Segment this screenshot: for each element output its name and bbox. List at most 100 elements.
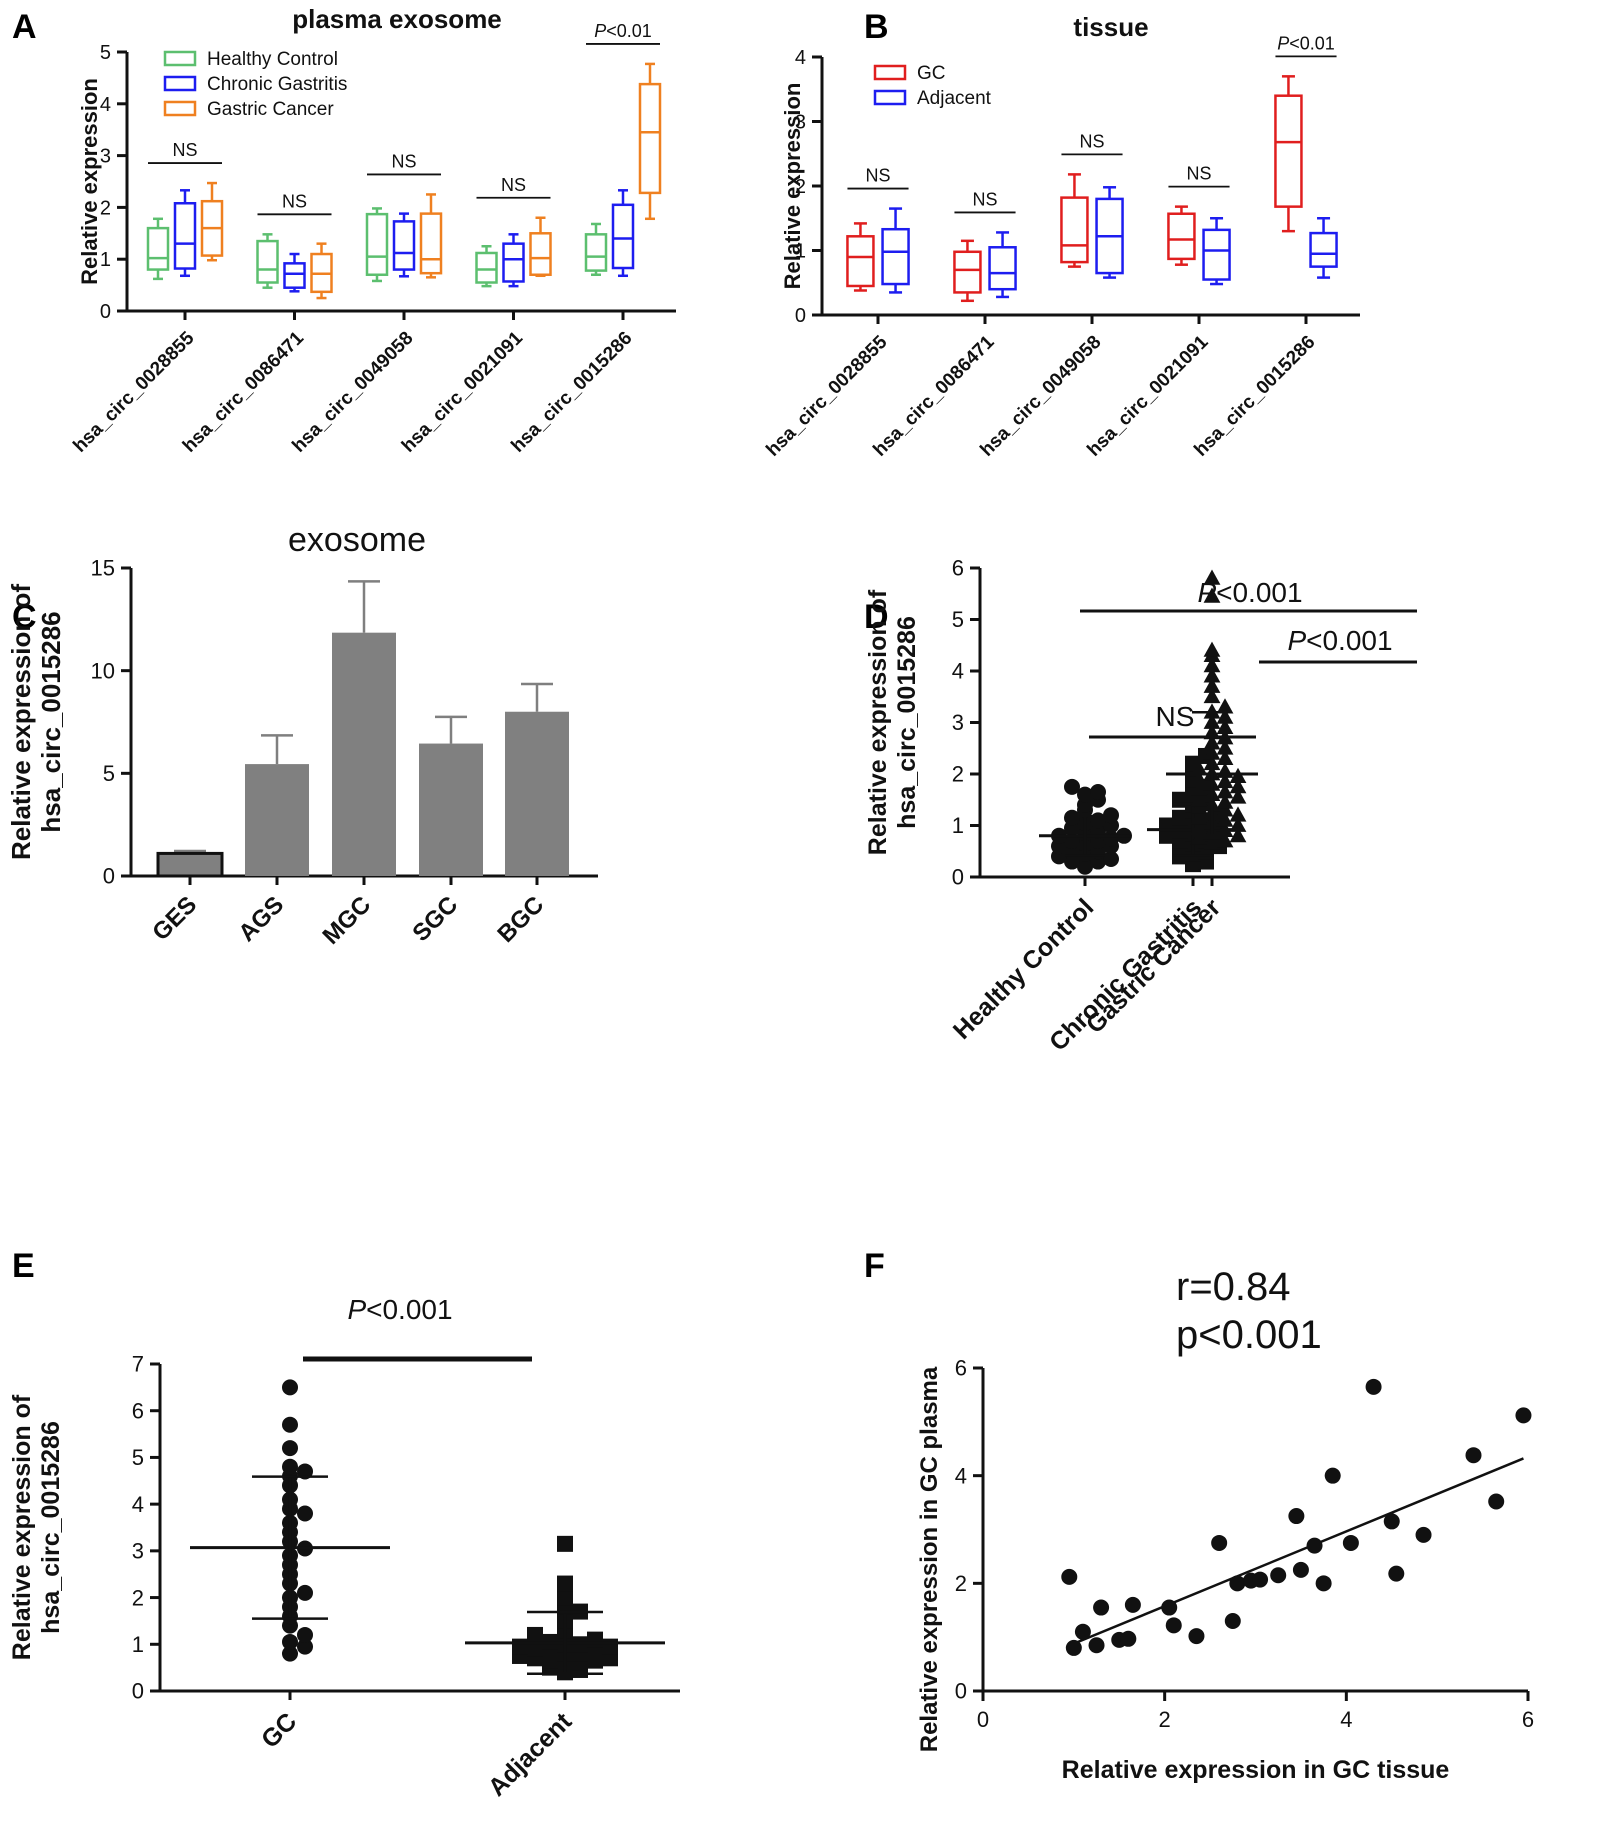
- panel-f-data-point: [1229, 1575, 1246, 1592]
- panel-f-data-point: [1088, 1637, 1105, 1654]
- panel-a-significance-label: NS: [501, 175, 526, 195]
- panel-d-data-point: [1203, 641, 1221, 657]
- panel-b-significance-label: NS: [1186, 164, 1211, 184]
- panel-a-y-tick-label: 2: [100, 197, 111, 219]
- panel-e-y-tick-label: 1: [132, 1632, 144, 1657]
- panel-e-data-point: [557, 1575, 573, 1592]
- panel-b-box: [846, 235, 875, 288]
- panel-f-data-point: [1288, 1508, 1305, 1525]
- panel-b-box: [988, 246, 1017, 291]
- panel-d-data-point: [1203, 587, 1221, 603]
- panel-d-data-point: [1229, 778, 1247, 794]
- panel-d-data-point: [1190, 798, 1208, 814]
- panel-a-box: [173, 202, 197, 270]
- panel-a-box: [256, 239, 279, 284]
- panel-a-significance-label: NS: [391, 151, 416, 171]
- panel-f-data-point: [1315, 1575, 1332, 1592]
- panel-f-data-point: [1188, 1628, 1205, 1645]
- panel-a-box: [365, 212, 389, 276]
- panel-f-x-tick-label: 4: [1340, 1707, 1352, 1732]
- panel-e-data-point: [282, 1440, 298, 1457]
- panel-a-y-tick-label: 4: [100, 94, 111, 116]
- panel-a-box: [638, 82, 662, 195]
- panel-d-data-point: [1203, 834, 1221, 850]
- panel-d-data-point: [1203, 687, 1221, 704]
- panel-f-data-point: [1252, 1571, 1269, 1588]
- panel-f-data-point: [1093, 1599, 1110, 1616]
- panel-d-data-point: [1203, 657, 1221, 673]
- panel-e-data-point: [557, 1589, 573, 1606]
- panel-e-y-tick-label: 3: [132, 1539, 144, 1564]
- panel-f-data-point: [1074, 1623, 1091, 1640]
- panel-d-data-point: [1216, 772, 1234, 789]
- panel-letter-a: A: [12, 8, 37, 46]
- panel-f-correlation-p: p<0.001: [1176, 1313, 1322, 1357]
- panel-e-y-tick-label: 6: [132, 1398, 144, 1423]
- panel-d-data-point: [1216, 801, 1234, 817]
- panel-d-significance-label: P<0.001: [1287, 625, 1392, 656]
- panel-f-data-point: [1165, 1617, 1182, 1634]
- panel-f-data-point: [1388, 1565, 1405, 1582]
- panel-f-data-point: [1224, 1613, 1241, 1630]
- panel-a-legend-label: Gastric Cancer: [207, 99, 334, 120]
- panel-d-y-tick-label: 0: [952, 865, 964, 890]
- panel-b-legend-swatch: [873, 64, 907, 81]
- panel-f-data-point: [1120, 1630, 1137, 1647]
- panel-e-y-tick-label: 5: [132, 1445, 144, 1470]
- panel-a-y-axis-label: Relative expression: [77, 78, 102, 285]
- panel-f-data-point: [1365, 1378, 1382, 1395]
- panel-letter-f: F: [864, 1247, 885, 1285]
- panel-e-data-point: [557, 1535, 573, 1552]
- panel-d-data-point: [1203, 569, 1221, 585]
- panel-f-data-point: [1515, 1407, 1532, 1424]
- panel-d-data-point: [1216, 832, 1234, 848]
- panel-f-y-tick-label: 0: [955, 1679, 967, 1704]
- panel-a-y-tick-label: 3: [100, 146, 111, 168]
- panel-a-significance-label: P<0.01: [594, 21, 652, 41]
- panel-d-data-point: [1190, 819, 1208, 835]
- panel-b-significance-label: P<0.01: [1277, 33, 1335, 53]
- panel-e-data-point: [512, 1638, 528, 1655]
- panel-a-significance-label: NS: [172, 140, 197, 160]
- panel-b-significance-label: NS: [972, 189, 997, 209]
- panel-a-box: [529, 232, 552, 276]
- panel-e-y-axis-label: Relative expression ofhsa_circ_0015286: [8, 1394, 65, 1660]
- panel-e-data-point: [602, 1638, 618, 1655]
- panel-f-data-point: [1270, 1567, 1287, 1584]
- panel-e-data-point: [297, 1505, 313, 1522]
- panel-a-legend-label: Chronic Gastritis: [207, 74, 347, 95]
- panel-a-legend-swatch: [163, 50, 197, 67]
- panel-d-y-tick-label: 6: [952, 556, 964, 581]
- panel-letter-b: B: [864, 8, 889, 46]
- panel-f-chart: r=0.84p<0.001 Relative expression in GC p…: [916, 1265, 1534, 1784]
- panel-d-data-point: [1216, 698, 1234, 714]
- panel-letter-c: C: [12, 598, 37, 636]
- panel-b-title: tissue: [1073, 12, 1148, 42]
- panel-a-y-tick-label: 1: [100, 249, 111, 271]
- panel-f-data-point: [1161, 1599, 1178, 1616]
- panel-c-bar: [505, 711, 569, 876]
- panel-c-chart: exosome Relative expression ofhsa_circ_00…: [6, 521, 598, 950]
- panel-d-data-point: [1229, 827, 1247, 843]
- panel-d-data-point: [1077, 786, 1093, 803]
- panel-d-data-point: [1203, 677, 1221, 693]
- panel-d-data-point: [1216, 749, 1234, 765]
- panel-d-data-point: [1190, 770, 1208, 786]
- panel-f-data-point: [1061, 1568, 1078, 1585]
- panel-b-box: [881, 227, 910, 286]
- panel-b-legend-label: GC: [917, 63, 946, 84]
- panel-d-data-point: [1216, 811, 1234, 827]
- panel-b-y-tick-label: 4: [795, 47, 806, 69]
- panel-d-data-point: [1216, 718, 1234, 735]
- panel-c-bar: [419, 743, 483, 876]
- panel-d-data-point: [1190, 790, 1208, 807]
- panel-a-box: [502, 242, 525, 283]
- panel-d-data-point: [1190, 760, 1208, 776]
- panel-d-data-point: [1064, 853, 1080, 870]
- panel-f-x-axis-label: Relative expression in GC tissue: [1062, 1756, 1450, 1784]
- panel-e-data-point: [587, 1631, 603, 1648]
- panel-e-data-point: [282, 1379, 298, 1396]
- panel-a-significance-label: NS: [282, 191, 307, 211]
- panel-a-legend-label: Healthy Control: [207, 49, 338, 70]
- panel-f-regression-line: [1073, 1457, 1524, 1645]
